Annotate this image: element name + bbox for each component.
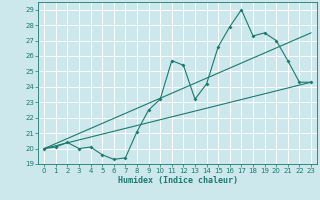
X-axis label: Humidex (Indice chaleur): Humidex (Indice chaleur) — [118, 176, 238, 185]
